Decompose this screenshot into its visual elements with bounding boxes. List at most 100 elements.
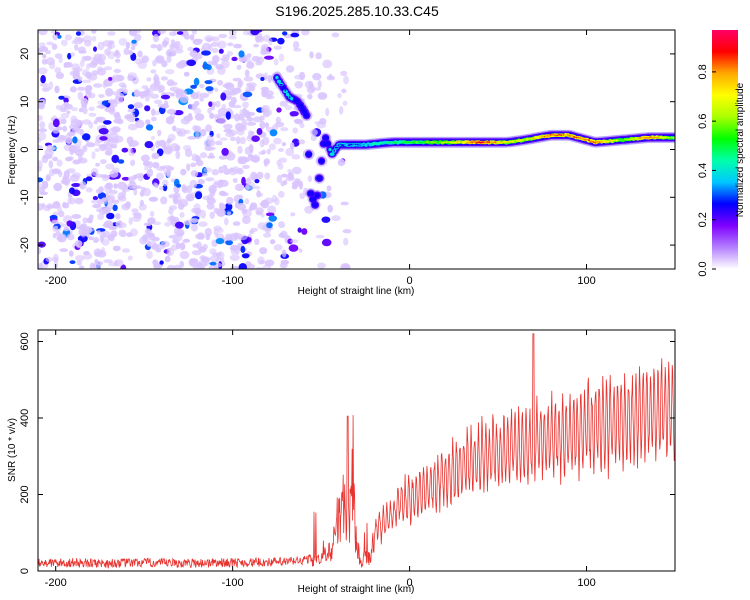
noise-blob (101, 238, 110, 246)
noise-blob (169, 112, 176, 120)
ridge-point (337, 144, 340, 147)
noise-blob (151, 116, 157, 122)
noise-blob (124, 114, 133, 119)
noise-blob (217, 80, 224, 86)
ridge-point (322, 135, 330, 141)
noise-blob (159, 165, 167, 170)
noise-blob (62, 125, 68, 132)
noise-blob (113, 68, 122, 74)
ridge-point (379, 142, 383, 145)
noise-blob (264, 172, 271, 180)
noise-blob (223, 123, 233, 130)
noise-blob (237, 80, 243, 89)
noise-blob (98, 206, 107, 216)
ridge-point (583, 138, 587, 141)
ridge-point (653, 136, 656, 139)
noise-blob (70, 118, 81, 128)
noise-blob (276, 159, 282, 166)
noise-blob (47, 203, 53, 208)
noise-blob (229, 136, 237, 142)
noise-blob (222, 54, 231, 59)
noise-blob (97, 67, 107, 76)
noise-blob (177, 130, 183, 137)
spectrogram-ridge-layer (271, 72, 675, 211)
noise-blob (59, 107, 68, 113)
noise-blob (115, 213, 121, 220)
noise-blob (207, 197, 216, 205)
noise-blob (191, 156, 202, 162)
noise-blob (129, 228, 138, 237)
noise-blob (225, 240, 234, 246)
noise-blob (131, 76, 139, 85)
snr-x-axis-label: Height of straight line (km) (298, 584, 415, 595)
noise-blob (69, 86, 77, 93)
noise-blob (115, 52, 121, 59)
ridge-point (638, 137, 642, 139)
noise-blob (223, 168, 231, 175)
noise-blob (133, 174, 138, 180)
ridge-point (509, 140, 512, 143)
noise-blob (297, 227, 302, 233)
noise-blob (91, 30, 97, 34)
noise-blob (218, 166, 224, 174)
noise-blob (77, 46, 86, 54)
noise-blob (99, 136, 108, 141)
noise-blob (166, 54, 172, 63)
noise-blob (147, 217, 156, 225)
noise-blob (217, 40, 227, 49)
noise-blob (194, 52, 203, 60)
noise-blob (149, 93, 159, 99)
spectrogram-y-tick-label: 10 (19, 96, 31, 108)
spectrogram-x-tick-label: -100 (222, 275, 244, 287)
snr-y-tick-label: 600 (19, 332, 31, 350)
noise-blob (108, 262, 118, 267)
noise-blob (337, 92, 342, 99)
noise-blob (151, 108, 156, 116)
spectrogram-y-tick-label: 0 (19, 146, 31, 152)
noise-blob (245, 178, 251, 186)
ridge-point (352, 144, 355, 146)
noise-blob (201, 42, 212, 51)
noise-blob (76, 145, 81, 153)
noise-blob (52, 127, 60, 134)
noise-blob (260, 86, 270, 91)
noise-blob (108, 76, 113, 81)
noise-blob (38, 115, 43, 121)
ridge-point (655, 136, 659, 139)
noise-blob (101, 100, 109, 107)
noise-blob (42, 53, 47, 59)
ridge-point (407, 141, 410, 144)
colorbar-tick-label: 0.4 (697, 163, 709, 178)
noise-blob (175, 150, 181, 160)
noise-blob (194, 113, 205, 121)
noise-blob (273, 137, 282, 145)
noise-blob (231, 56, 238, 62)
noise-blob (157, 86, 164, 94)
noise-blob (70, 52, 76, 57)
noise-blob (207, 107, 212, 114)
noise-blob (160, 104, 170, 109)
noise-blob (118, 229, 126, 237)
ridge-point (472, 141, 476, 143)
noise-blob (102, 174, 111, 179)
noise-blob (341, 88, 347, 94)
noise-blob (178, 44, 184, 51)
noise-blob (85, 71, 93, 79)
noise-blob (121, 176, 130, 181)
ridge-point (354, 143, 357, 146)
noise-blob (111, 199, 120, 205)
noise-blob (92, 203, 102, 209)
noise-blob (109, 189, 118, 195)
noise-blob (160, 76, 168, 81)
noise-blob (66, 233, 75, 241)
noise-blob (193, 77, 200, 86)
noise-blob (211, 169, 219, 176)
noise-blob (207, 155, 216, 159)
ridge-point (328, 147, 332, 152)
noise-blob (245, 263, 256, 269)
noise-blob (199, 152, 208, 159)
noise-blob (60, 39, 68, 47)
noise-blob (199, 92, 210, 99)
noise-blob (209, 188, 216, 197)
noise-blob (207, 139, 216, 147)
